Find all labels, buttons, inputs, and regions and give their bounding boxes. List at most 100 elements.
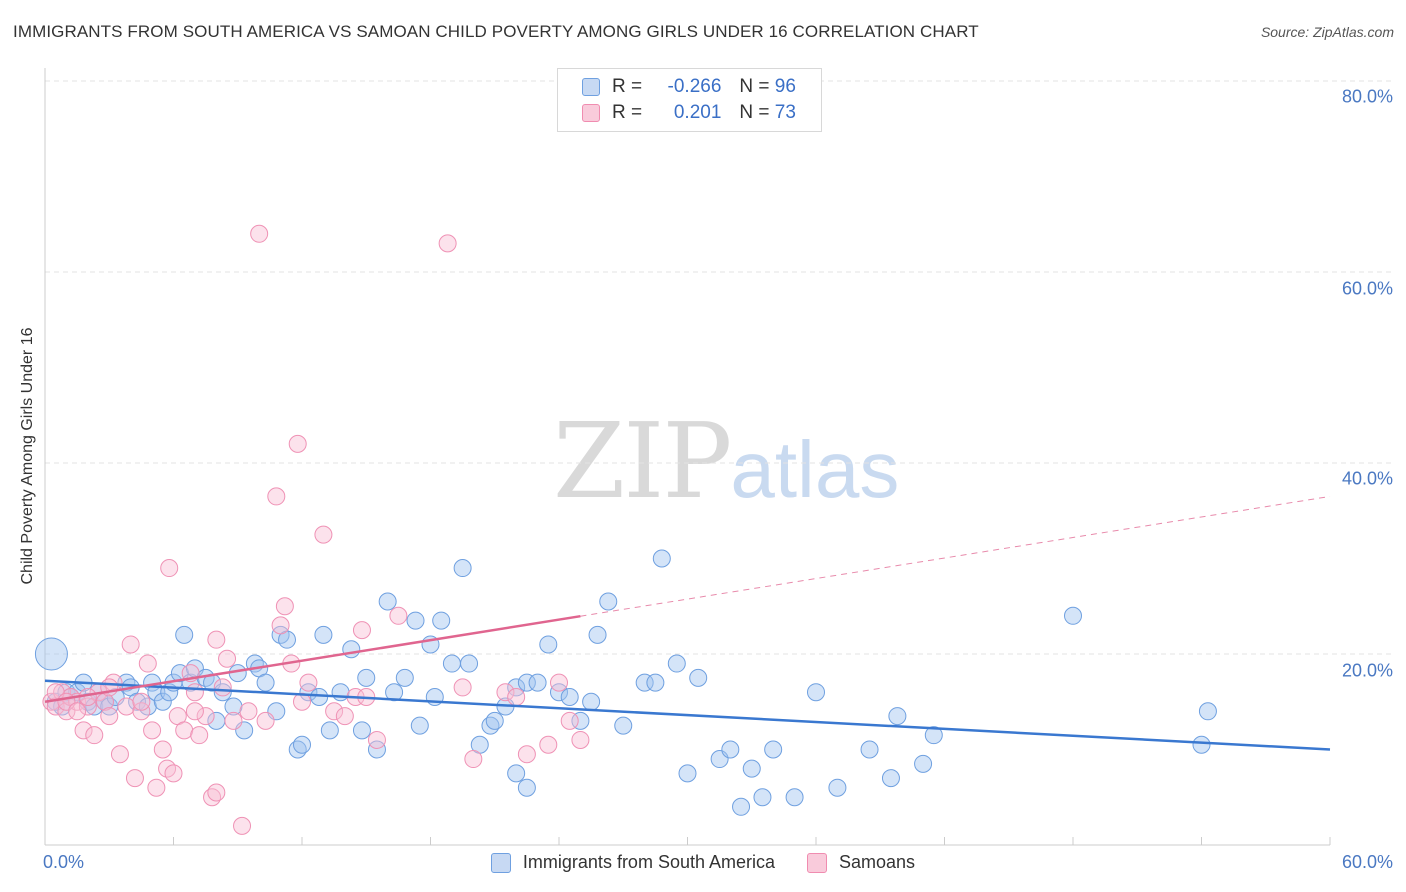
- point-south-america: [460, 654, 479, 673]
- point-samoans: [117, 697, 136, 716]
- point-samoans: [288, 434, 307, 453]
- legend-n-value-pink: 73: [774, 102, 796, 123]
- point-samoans: [125, 769, 144, 788]
- point-south-america: [550, 683, 568, 702]
- legend-n-label: N =: [739, 102, 770, 123]
- point-south-america: [128, 692, 147, 711]
- point-samoans: [275, 597, 294, 616]
- y-tick-40: 40.0%: [1341, 468, 1393, 489]
- point-samoans: [224, 711, 243, 730]
- point-south-america: [385, 683, 404, 702]
- point-south-america: [256, 673, 275, 692]
- point-samoans: [175, 721, 194, 740]
- point-samoans: [299, 673, 318, 692]
- trendline-samoans-extrapolated: [580, 495, 1331, 617]
- legend-r-label: R =: [612, 102, 643, 123]
- trendline-samoans: [44, 614, 581, 703]
- point-south-america: [599, 592, 618, 611]
- point-south-america: [367, 740, 386, 759]
- point-samoans: [438, 234, 457, 253]
- point-samoans: [560, 711, 579, 730]
- point-south-america: [914, 754, 933, 773]
- trendline-south-america: [44, 679, 1331, 751]
- x-tick-60: 60.0%: [1341, 852, 1393, 872]
- point-samoans: [539, 735, 558, 754]
- y-tick-80: 80.0%: [1341, 86, 1393, 107]
- point-south-america: [410, 716, 429, 735]
- x-tick-0: 0.0%: [43, 852, 85, 872]
- point-samoans: [352, 621, 371, 640]
- point-samoans: [314, 525, 333, 544]
- point-samoans: [207, 630, 226, 649]
- point-south-america: [588, 625, 607, 644]
- point-south-america: [352, 721, 371, 740]
- point-south-america: [153, 692, 172, 711]
- point-south-america: [175, 625, 194, 644]
- point-samoans: [213, 678, 232, 697]
- legend-r-value-blue: -0.266: [667, 76, 722, 97]
- point-samoans: [550, 673, 568, 692]
- point-samoans: [571, 730, 590, 749]
- point-samoans: [78, 697, 97, 716]
- point-south-america: [517, 778, 536, 797]
- point-samoans: [507, 687, 526, 706]
- source-label: Source: ZipAtlas.com: [1260, 24, 1394, 40]
- point-samoans: [110, 745, 129, 764]
- point-south-america: [678, 764, 697, 783]
- legend-swatch-pink: [582, 104, 600, 122]
- point-south-america: [721, 740, 740, 759]
- point-south-america: [34, 637, 68, 671]
- point-south-america: [331, 683, 350, 702]
- legend-swatch-samoans: [807, 852, 828, 873]
- point-samoans: [132, 702, 151, 721]
- correlation-legend: R = -0.266 N = 96 R = 0.201 N = 73: [557, 68, 822, 132]
- point-samoans: [160, 559, 179, 578]
- point-south-america: [860, 740, 879, 759]
- point-samoans: [256, 711, 275, 730]
- point-south-america: [667, 654, 686, 673]
- point-samoans: [85, 726, 104, 745]
- point-south-america: [807, 683, 825, 702]
- point-south-america: [453, 559, 472, 578]
- y-tick-20: 20.0%: [1341, 660, 1393, 681]
- point-samoans: [335, 707, 354, 726]
- point-south-america: [742, 759, 761, 778]
- legend-swatch-blue: [582, 78, 600, 96]
- legend-label-samoans: Samoans: [839, 852, 916, 872]
- point-samoans: [325, 702, 344, 721]
- legend-r-label: R =: [612, 76, 643, 97]
- point-samoans: [367, 730, 386, 749]
- point-samoans: [68, 702, 87, 721]
- point-samoans: [196, 707, 215, 726]
- point-samoans: [147, 778, 166, 797]
- point-samoans: [250, 224, 269, 243]
- point-south-america: [485, 711, 504, 730]
- point-samoans: [389, 606, 408, 625]
- point-south-america: [764, 740, 783, 759]
- point-samoans: [207, 783, 226, 802]
- point-south-america: [442, 654, 461, 673]
- point-south-america: [517, 673, 536, 692]
- point-samoans: [143, 721, 162, 740]
- point-samoans: [267, 487, 286, 506]
- point-samoans: [53, 683, 72, 702]
- point-south-america: [560, 687, 579, 706]
- point-samoans: [158, 759, 177, 778]
- point-south-america: [1198, 702, 1217, 721]
- point-south-america: [213, 683, 232, 702]
- point-south-america: [342, 640, 361, 659]
- point-south-america: [507, 764, 526, 783]
- chart-title: IMMIGRANTS FROM SOUTH AMERICA VS SAMOAN …: [13, 22, 979, 41]
- point-samoans: [153, 740, 172, 759]
- legend-label-south-america: Immigrants from South America: [522, 852, 776, 872]
- point-south-america: [528, 673, 547, 692]
- point-south-america: [539, 635, 558, 654]
- y-axis-label: Child Poverty Among Girls Under 16: [19, 327, 36, 585]
- point-samoans: [132, 692, 151, 711]
- point-south-america: [732, 797, 751, 816]
- y-tick-60: 60.0%: [1341, 278, 1393, 299]
- legend-n-label: N =: [739, 76, 770, 97]
- point-south-america: [828, 778, 847, 797]
- legend-r-value-pink: 0.201: [673, 102, 722, 123]
